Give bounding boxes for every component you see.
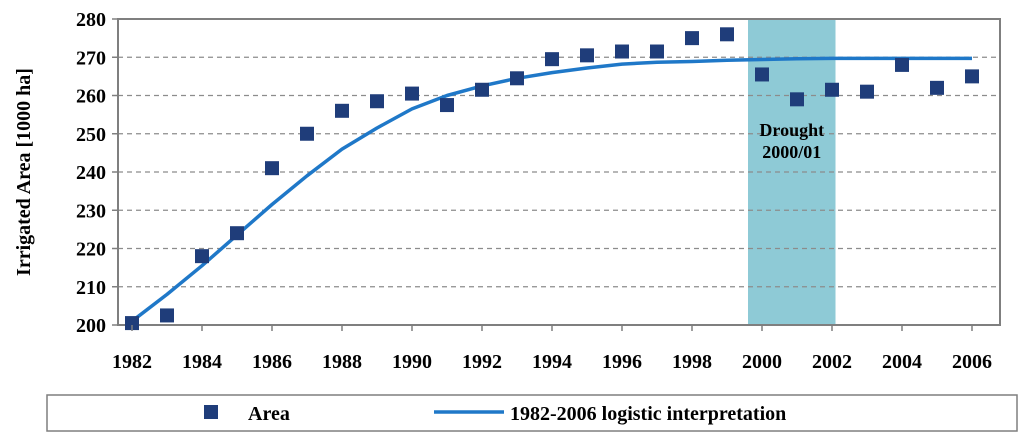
area-point (895, 57, 909, 72)
area-point (160, 308, 174, 323)
x-tick-label: 2002 (812, 351, 852, 373)
area-point (580, 48, 594, 63)
area-point (300, 126, 314, 141)
area-point (510, 71, 524, 86)
y-tick-label: 200 (76, 315, 106, 337)
y-tick-label: 280 (76, 9, 106, 31)
x-tick-label: 1996 (602, 351, 642, 373)
y-tick-label: 250 (76, 124, 106, 146)
y-tick-label: 260 (76, 86, 106, 108)
area-point (545, 52, 559, 67)
area-point (475, 82, 489, 97)
area-point (440, 98, 454, 113)
x-tick-label: 1984 (182, 351, 222, 373)
y-axis-label: Irrigated Area [1000 ha] (13, 68, 35, 276)
x-tick-label: 1992 (462, 351, 502, 373)
x-tick-label: 1982 (112, 351, 152, 373)
legend-area-marker (204, 405, 218, 419)
y-tick-label: 270 (76, 47, 106, 69)
x-tick-label: 2006 (952, 351, 992, 373)
x-tick-label: 1988 (322, 351, 362, 373)
y-tick-label: 240 (76, 162, 106, 184)
legend-area-label: Area (248, 403, 290, 425)
area-point (615, 44, 629, 59)
tick-layer: 200 210 220 230 240 250 260 270 280 1982 1984 1986 1… (76, 9, 992, 373)
drought-annotation-line: Drought (759, 120, 824, 140)
line-layer (130, 56, 972, 323)
y-tick-label: 230 (76, 200, 106, 222)
area-point (195, 249, 209, 264)
x-tick-label: 2000 (742, 351, 782, 373)
x-tick-label: 2004 (882, 351, 922, 373)
legend-logistic-label: 1982-2006 logistic interpretation (510, 403, 786, 425)
y-tick-label: 220 (76, 239, 106, 261)
x-tick-label: 1986 (252, 351, 292, 373)
logistic-series-line (130, 56, 972, 323)
legend: Area 1982-2006 logistic interpretation (46, 394, 1018, 432)
area-point (860, 84, 874, 99)
y-tick-label: 210 (76, 277, 106, 299)
area-point (720, 27, 734, 42)
area-point (650, 44, 664, 59)
area-point (930, 80, 944, 95)
area-point (230, 226, 244, 241)
area-point (335, 103, 349, 118)
x-tick-label: 1990 (392, 351, 432, 373)
drought-annotation-line: 2000/01 (762, 142, 821, 162)
area-point (685, 31, 699, 46)
area-point (405, 86, 419, 101)
area-point (825, 82, 839, 97)
x-tick-label: 1998 (672, 351, 712, 373)
area-point (370, 94, 384, 109)
point-layer (125, 27, 979, 331)
area-point (125, 316, 139, 331)
area-point (965, 69, 979, 84)
area-point (755, 67, 769, 82)
area-point (265, 161, 279, 176)
area-point (790, 92, 804, 107)
x-tick-label: 1994 (532, 351, 572, 373)
